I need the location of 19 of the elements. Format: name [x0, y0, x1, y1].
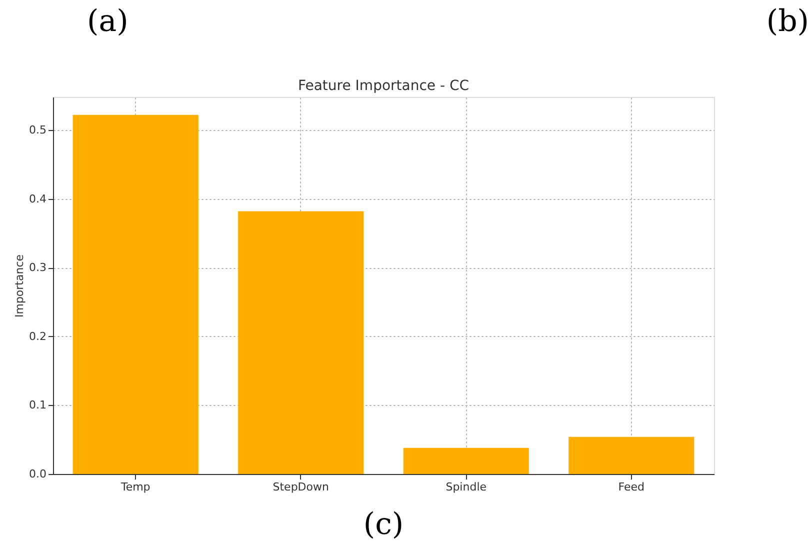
- x-tick-label: StepDown: [272, 480, 330, 494]
- bar: [568, 436, 694, 474]
- text: (a): [87, 4, 128, 39]
- y-tick-label: 0.5: [29, 124, 46, 137]
- x-tick-label: Spindle: [446, 480, 487, 494]
- x-tick-label: Temp: [120, 480, 150, 494]
- y-tick-label: 0.2: [29, 330, 46, 343]
- y-tick-label: 0.4: [29, 192, 46, 206]
- bar: [72, 114, 198, 474]
- y-tick-label: 0.1: [29, 398, 46, 412]
- chart-title: Feature Importance - CC: [298, 78, 470, 94]
- x-tick-label: Feed: [618, 480, 644, 494]
- text: (b): [766, 4, 809, 39]
- y-tick-label: 0.3: [29, 261, 46, 274]
- bar: [238, 211, 364, 474]
- text: (c): [363, 507, 404, 542]
- y-tick-label: 0.0: [29, 468, 46, 480]
- bar: [403, 448, 529, 474]
- y-axis-title: Importance: [13, 254, 26, 318]
